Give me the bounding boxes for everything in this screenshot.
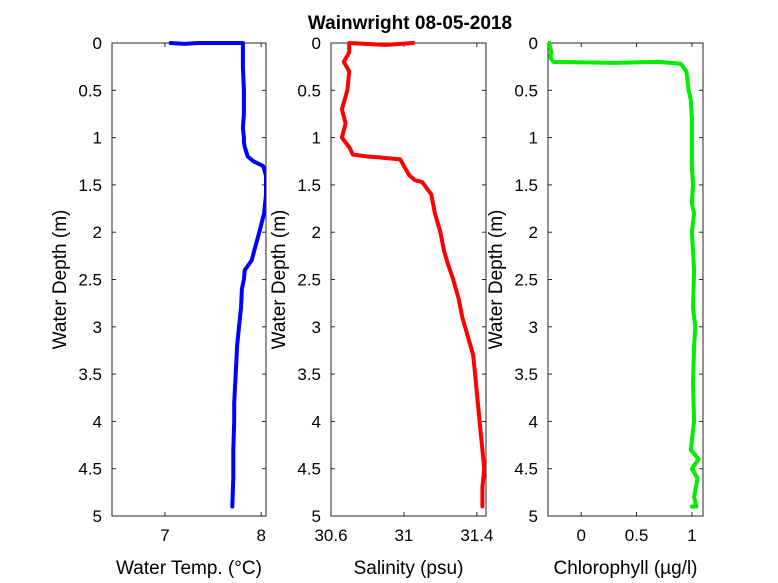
y-tick-label: 4.5: [297, 460, 321, 479]
panel-salinity: 0 0.5 1 1.5 2 2.5 3 3.5 4 4.5 5 Water Depth (m) 30.6…: [269, 34, 493, 579]
x-tick-label: 0: [576, 526, 585, 545]
y-tick-label: 5: [93, 507, 102, 526]
y-axis-label: Water Depth (m): [486, 210, 507, 350]
y-tick-label: 2: [529, 223, 538, 242]
x-tick-label: 31: [394, 526, 413, 545]
x-axis-label-salinity: Salinity (psu): [354, 558, 464, 579]
y-tick-label: 2.5: [514, 271, 538, 290]
y-tick-label: 3: [93, 318, 102, 337]
x-axis-label-chlorophyll: Chlorophyll (µg/l): [554, 558, 698, 579]
y-tick-label: 3: [312, 318, 321, 337]
y-tick-label: 4.5: [514, 460, 538, 479]
y-tick-label: 2: [93, 223, 102, 242]
y-tick-label: 3.5: [297, 365, 321, 384]
chart-title: Wainwright 08-05-2018: [308, 13, 512, 34]
y-tick-label: 1.5: [78, 176, 102, 195]
y-tick-label: 1: [312, 129, 321, 148]
y-tick-label: 0: [312, 34, 321, 53]
x-tick-label: 31.4: [460, 526, 493, 545]
y-tick-label: 0: [529, 34, 538, 53]
y-tick-label: 3: [529, 318, 538, 337]
y-tick-label: 0: [93, 34, 102, 53]
y-tick-label: 0.5: [78, 81, 102, 100]
x-axis-label-temperature: Water Temp. (°C): [116, 558, 262, 579]
panel-temperature: 0 0.5 1 1.5 2 2.5 3 3.5 4 4.5 5 Water Depth (m) 7 8 Wa…: [50, 34, 266, 579]
axes-frame-chlorophyll: [548, 43, 703, 516]
y-tick-label: 1: [93, 129, 102, 148]
y-tick-label: 2.5: [78, 271, 102, 290]
x-tick-label: 7: [160, 526, 169, 545]
y-tick-label: 4: [93, 412, 102, 431]
y-tick-label: 4: [312, 412, 321, 431]
y-tick-label: 5: [529, 507, 538, 526]
y-tick-label: 1.5: [297, 176, 321, 195]
y-tick-label: 4: [529, 412, 538, 431]
x-tick-label: 8: [256, 526, 265, 545]
y-tick-label: 2: [312, 223, 321, 242]
y-tick-label: 4.5: [78, 460, 102, 479]
y-tick-label: 2.5: [297, 271, 321, 290]
y-tick-label: 0.5: [514, 81, 538, 100]
y-axis-label: Water Depth (m): [50, 210, 71, 350]
x-tick-label: 0.5: [625, 526, 649, 545]
axes-frame-salinity: [331, 43, 486, 516]
y-tick-label: 5: [312, 507, 321, 526]
y-axis-label: Water Depth (m): [269, 210, 290, 350]
y-tick-label: 1: [529, 129, 538, 148]
y-tick-label: 0.5: [297, 81, 321, 100]
x-tick-label: 30.6: [314, 526, 347, 545]
x-tick-label: 1: [687, 526, 696, 545]
y-tick-label: 1.5: [514, 176, 538, 195]
panel-chlorophyll: 0 0.5 1 1.5 2 2.5 3 3.5 4 4.5 5 Water Depth (m) 0 0.5…: [486, 34, 703, 579]
y-tick-label: 3.5: [514, 365, 538, 384]
y-tick-label: 3.5: [78, 365, 102, 384]
